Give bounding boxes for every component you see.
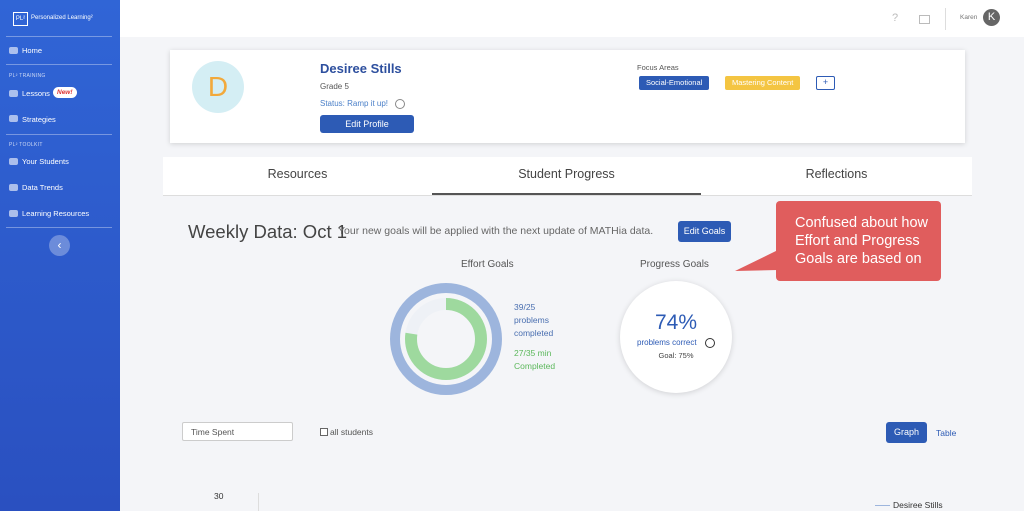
focus-area[interactable]: Mastering Content [725,76,801,90]
grade: Grade 5 [320,82,349,91]
effort-donut [390,283,502,395]
weekly-note: Your new goals will be applied with the … [338,225,654,237]
top-bar: ? Karen K [120,0,1024,37]
icon [9,210,18,217]
nav-learning-resources[interactable]: Learning Resources [22,209,90,218]
minutes-ring [405,298,487,380]
edit-goals-button[interactable]: Edit Goals [678,221,731,242]
icon [9,158,18,165]
info-icon[interactable] [705,338,715,348]
icon [9,184,18,191]
focus-label: Focus Areas [637,63,679,72]
graph-button[interactable]: Graph [886,422,927,443]
problems-value: 39/25 [514,302,536,312]
divider [6,36,112,37]
problems-label: problems [514,315,549,325]
y-tick-label: 30 [214,491,224,501]
nav-your-students[interactable]: Your Students [22,157,69,166]
avatar[interactable]: K [983,9,1000,26]
status: Status: Ramp it up! [320,99,389,108]
divider [6,227,112,228]
divider [6,64,112,65]
sidebar: PL² Personalized Learning² Home PL² TRAI… [0,0,120,511]
add-focus-button[interactable]: + [816,76,835,90]
problems-legend: 39/25 problems completed [514,301,553,340]
nav-strategies[interactable]: Strategies [22,115,56,124]
mail-icon[interactable] [919,15,930,24]
problems-ring [390,283,502,395]
icon [9,90,18,97]
nav-home[interactable]: Home [22,46,43,55]
progress-title: Progress Goals [640,259,709,270]
help-icon[interactable]: ? [892,12,899,24]
weekly-title: Weekly Data: Oct 1 [188,221,348,242]
metric-select[interactable]: Time Spent [182,422,293,441]
legend-line [875,505,890,506]
focus-area[interactable]: Social-Emotional [639,76,710,90]
minutes-value: 27/35 min [514,348,552,358]
callout: Confused about how Effort and Progress G… [776,201,941,281]
nav-data-trends[interactable]: Data Trends [22,183,63,192]
problems-label: completed [514,328,554,338]
checkbox-label: all students [330,427,373,437]
info-icon[interactable] [395,99,405,109]
tab[interactable]: Resources [267,167,328,181]
collapse-button[interactable]: ‹ [49,235,70,256]
checkbox[interactable] [320,428,328,436]
divider [6,134,112,135]
profile-card: D Desiree Stills Grade 5 Status: Ramp it… [170,50,965,143]
pointer [735,250,778,271]
table-button[interactable]: Table [936,428,957,438]
divider [945,8,946,30]
progress-percent: 74% [654,311,698,334]
brand: Personalized Learning² [31,15,93,21]
callout-pointer [735,250,778,271]
progress-circle: 74% problems correct Goal: 75% [620,281,732,393]
minutes-legend: 27/35 min Completed [514,347,555,373]
tab-bar [163,157,972,196]
student-name: Desiree Stills [320,61,402,76]
edit-profile-button[interactable]: Edit Profile [320,115,414,133]
student-initial: D [192,61,244,113]
axis-line [258,493,259,511]
icon [9,47,18,54]
section-heading: PL² TOOLKIT [9,142,43,148]
progress-goal: Goal: 75% [658,351,694,360]
minutes-label: Completed [514,361,556,371]
section-heading: PL² TRAINING [9,73,46,79]
tab-active[interactable]: Student Progress [432,157,701,195]
legend-label: Desiree Stills [893,500,943,510]
effort-title: Effort Goals [461,259,514,270]
progress-label: problems correct [637,338,697,347]
user-name: Karen [960,14,978,21]
logo[interactable]: PL² [13,12,28,26]
new-badge: New! [53,87,77,98]
tab[interactable]: Reflections [805,167,868,181]
nav-lessons[interactable]: Lessons [22,89,50,98]
icon [9,115,18,122]
